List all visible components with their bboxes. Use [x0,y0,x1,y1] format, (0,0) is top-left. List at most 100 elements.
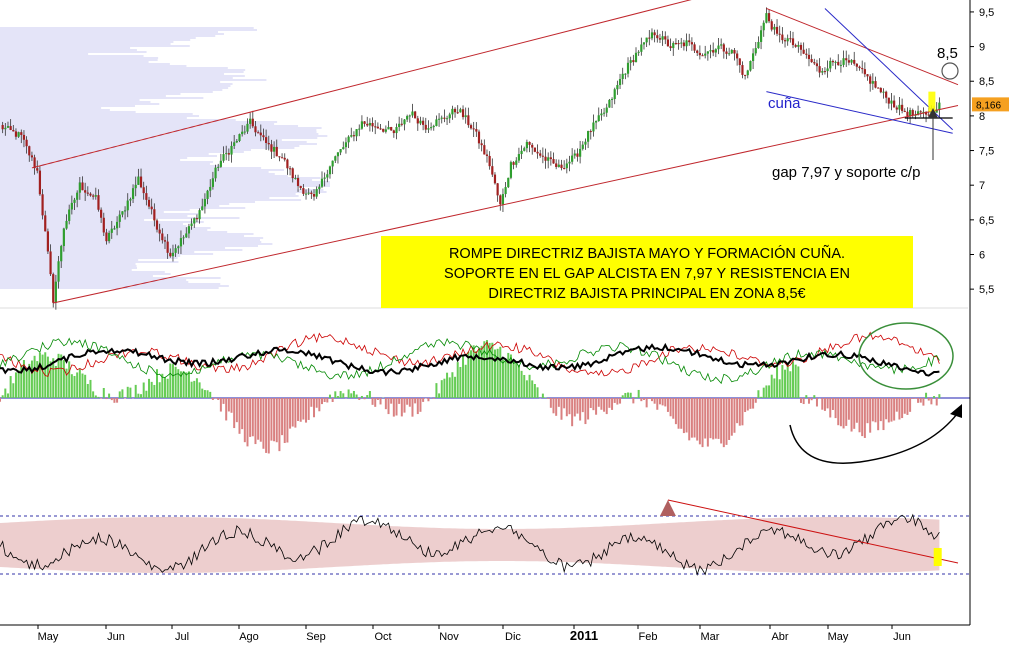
histogram-bar [553,398,555,413]
candle-body [590,131,592,132]
histogram-bar [92,391,94,398]
candle-body [534,148,536,152]
histogram-bar [699,398,701,444]
candle-body [560,165,562,168]
histogram-bar [337,396,339,398]
candle-body [816,63,818,66]
histogram-bar [308,398,310,420]
candle-body [688,40,690,42]
candle-body [765,13,767,23]
candle-body [47,231,49,251]
candle-body [87,193,89,194]
histogram-bar [568,398,570,414]
histogram-bar [145,391,147,398]
histogram-bar [435,383,437,398]
histogram-bar [356,395,358,398]
histogram-bar [398,398,400,404]
candle-body [379,128,381,129]
candle-body [435,119,437,126]
candle-body [390,127,392,130]
candle-body [632,60,634,62]
candle-body [491,166,493,174]
histogram-bar [848,398,850,420]
histogram-bar [901,398,903,418]
candle-body [784,40,786,41]
histogram-bar [566,398,568,416]
candle-body [568,162,570,164]
histogram-bar [169,364,171,398]
candle-body [598,115,600,121]
histogram-bar [199,382,201,398]
comment-line: DIRECTRIZ BAJISTA PRINCIPAL EN ZONA 8,5€ [488,286,805,302]
histogram-bar [334,391,336,398]
candle-body [544,157,546,161]
histogram-bar [694,398,696,438]
histogram-bar [358,398,360,400]
histogram-bar [537,387,539,398]
candle-body [244,132,246,133]
candle-body [872,81,874,84]
histogram-bar [380,398,382,404]
candle-body [350,135,352,137]
histogram-bar [670,398,672,416]
candle-body [401,124,403,125]
histogram-bar [914,398,916,399]
histogram-bar [558,398,560,407]
candle-body [15,131,17,136]
histogram-bar [691,398,693,438]
histogram-bar [752,398,754,409]
candle-body [2,125,4,129]
candle-body [938,103,940,110]
candle-body [60,246,62,261]
candle-body [896,107,898,109]
candle-body [696,51,698,53]
histogram-bar [529,375,531,398]
histogram-bar [864,398,866,438]
histogram-bar [284,398,286,443]
histogram-bar [276,398,278,442]
candle-body [39,171,41,195]
candle-body [709,50,711,51]
candle-body [451,109,453,115]
candle-body [515,161,517,165]
histogram-bar [781,365,783,398]
candle-body [172,253,174,256]
candle-body [502,194,504,204]
histogram-bar [326,398,328,402]
histogram-bar [2,395,4,398]
candle-body [95,195,97,197]
histogram-bar [648,398,650,399]
candle-body [65,221,67,229]
candle-body [832,61,834,62]
candle-body [73,200,75,203]
candle-body [175,248,177,253]
candle-body [643,42,645,44]
histogram-bar [191,382,193,398]
candle-body [419,121,421,124]
histogram-bar [4,389,6,398]
histogram-bar [797,366,799,398]
histogram-bar [385,398,387,409]
histogram-bar [207,390,209,398]
candle-body [749,61,751,70]
candle-body [337,152,339,156]
histogram-bar [518,365,520,398]
histogram-bar [116,398,118,403]
histogram-bar [928,398,930,401]
histogram-bar [459,367,461,398]
histogram-bar [654,398,656,404]
histogram-bar [34,356,36,398]
candle-body [188,226,190,233]
candle-body [342,147,344,149]
histogram-bar [419,398,421,412]
histogram-bar [792,361,794,398]
histogram-bar [521,371,523,398]
histogram-bar [105,398,107,399]
candle-body [137,177,139,185]
candle-body [409,115,411,116]
histogram-bar [39,353,41,398]
y-tick-label: 8,5 [979,76,994,88]
target-label: 8,5 [937,45,958,62]
histogram-bar [175,367,177,398]
